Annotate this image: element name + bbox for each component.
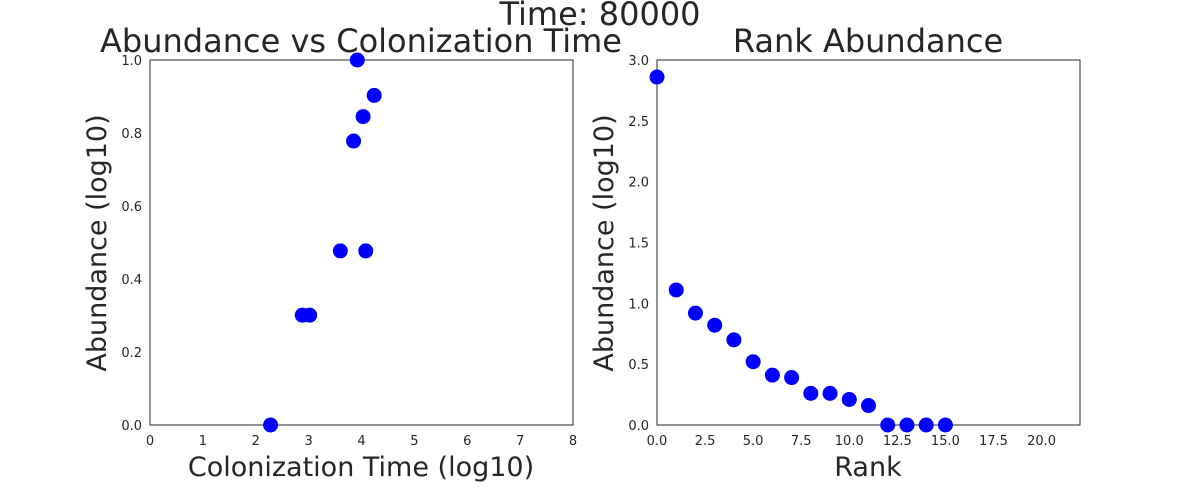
chart-2-ytick-label: 1.5 xyxy=(628,237,649,252)
chart-1-ylabel: Abundance (log10) xyxy=(82,114,113,371)
chart-1-xtick-label: 1 xyxy=(199,434,207,449)
chart-2-xtick-label: 7.5 xyxy=(791,434,812,449)
chart-1-xtick-label: 4 xyxy=(357,434,365,449)
chart-1-ytick-label: 1.0 xyxy=(121,54,142,69)
chart-2-xtick-label: 0.0 xyxy=(647,434,668,449)
chart-1-ytick-label: 0.8 xyxy=(121,127,142,142)
chart-2-data-point xyxy=(937,417,953,433)
chart-2-ticks: 0.0 2.5 5.0 7.5 10.0 12.5 15.0 17.5 20.0 0.0 0.5 1.… xyxy=(628,54,1056,449)
chart-2-xlabel: Rank xyxy=(834,452,902,483)
figure-suptitle: Time: 80000 xyxy=(498,0,700,33)
chart-1-data-point xyxy=(366,87,382,103)
chart-2-data-point xyxy=(726,332,742,348)
chart-2-plot-area xyxy=(656,59,1081,426)
chart-1-data-point xyxy=(263,417,279,433)
chart-1-ytick-label: 0.6 xyxy=(121,200,142,215)
chart-1-xtick-label: 7 xyxy=(516,434,524,449)
chart-2-data-point xyxy=(707,317,723,333)
chart-2-data-point xyxy=(841,391,857,407)
chart-1-xtick-label: 6 xyxy=(463,434,471,449)
chart-1-data-point xyxy=(349,52,365,68)
chart-2-title: Rank Abundance xyxy=(733,22,1003,60)
chart-1-data-point xyxy=(346,133,362,149)
chart-1-data-point xyxy=(302,307,318,323)
chart-1-data-point xyxy=(358,243,374,259)
chart-2-xtick-label: 2.5 xyxy=(695,434,716,449)
chart-1-xtick-label: 0 xyxy=(146,434,154,449)
chart-2-data-point xyxy=(764,367,780,383)
chart-1-xtick-label: 3 xyxy=(304,434,312,449)
chart-1-data-point xyxy=(332,243,348,259)
chart-rank-abundance: Rank Abundance 0.0 2.5 5.0 7.5 10.0 12.5 15.0 1… xyxy=(589,22,1081,483)
chart-2-ytick-label: 2.0 xyxy=(628,176,649,191)
chart-2-xtick-label: 15.0 xyxy=(931,434,960,449)
chart-2-xtick-label: 17.5 xyxy=(979,434,1008,449)
chart-1-xtick-label: 8 xyxy=(569,434,577,449)
chart-2-data-point xyxy=(803,385,819,401)
chart-2-xtick-label: 12.5 xyxy=(883,434,912,449)
chart-2-data-point xyxy=(649,69,665,85)
chart-1-ytick-label: 0.2 xyxy=(121,346,142,361)
chart-2-ylabel: Abundance (log10) xyxy=(589,114,620,371)
chart-2-data-point xyxy=(822,385,838,401)
chart-2-xtick-label: 20.0 xyxy=(1027,434,1056,449)
chart-2-ytick-label: 1.0 xyxy=(628,297,649,312)
chart-1-data-point xyxy=(355,109,371,125)
chart-2-data-point xyxy=(687,305,703,321)
chart-1-ytick-label: 0.0 xyxy=(121,419,142,434)
chart-2-ytick-label: 3.0 xyxy=(628,54,649,69)
chart-2-data-point xyxy=(880,417,896,433)
chart-2-points xyxy=(649,69,953,433)
chart-2-data-point xyxy=(899,417,915,433)
chart-1-ytick-label: 0.4 xyxy=(121,273,142,288)
chart-1-xtick-label: 2 xyxy=(252,434,260,449)
chart-2-xtick-label: 10.0 xyxy=(835,434,864,449)
chart-1-ticks: 0 1 2 3 4 5 6 7 8 0.0 0.2 0.4 0.6 0.8 1.0 xyxy=(121,54,577,449)
chart-2-data-point xyxy=(861,398,876,414)
chart-1-xlabel: Colonization Time (log10) xyxy=(188,452,534,483)
chart-2-xtick-label: 5.0 xyxy=(743,434,764,449)
chart-2-data-point xyxy=(668,282,684,298)
chart-1-points xyxy=(263,52,382,433)
chart-2-ytick-label: 2.5 xyxy=(628,115,649,130)
chart-1-xtick-label: 5 xyxy=(410,434,418,449)
chart-2-data-point xyxy=(745,354,761,370)
chart-2-data-point xyxy=(918,417,934,433)
chart-2-ytick-label: 0.0 xyxy=(628,419,649,434)
chart-2-ytick-label: 0.5 xyxy=(628,358,649,373)
chart-2-data-point xyxy=(784,370,800,386)
